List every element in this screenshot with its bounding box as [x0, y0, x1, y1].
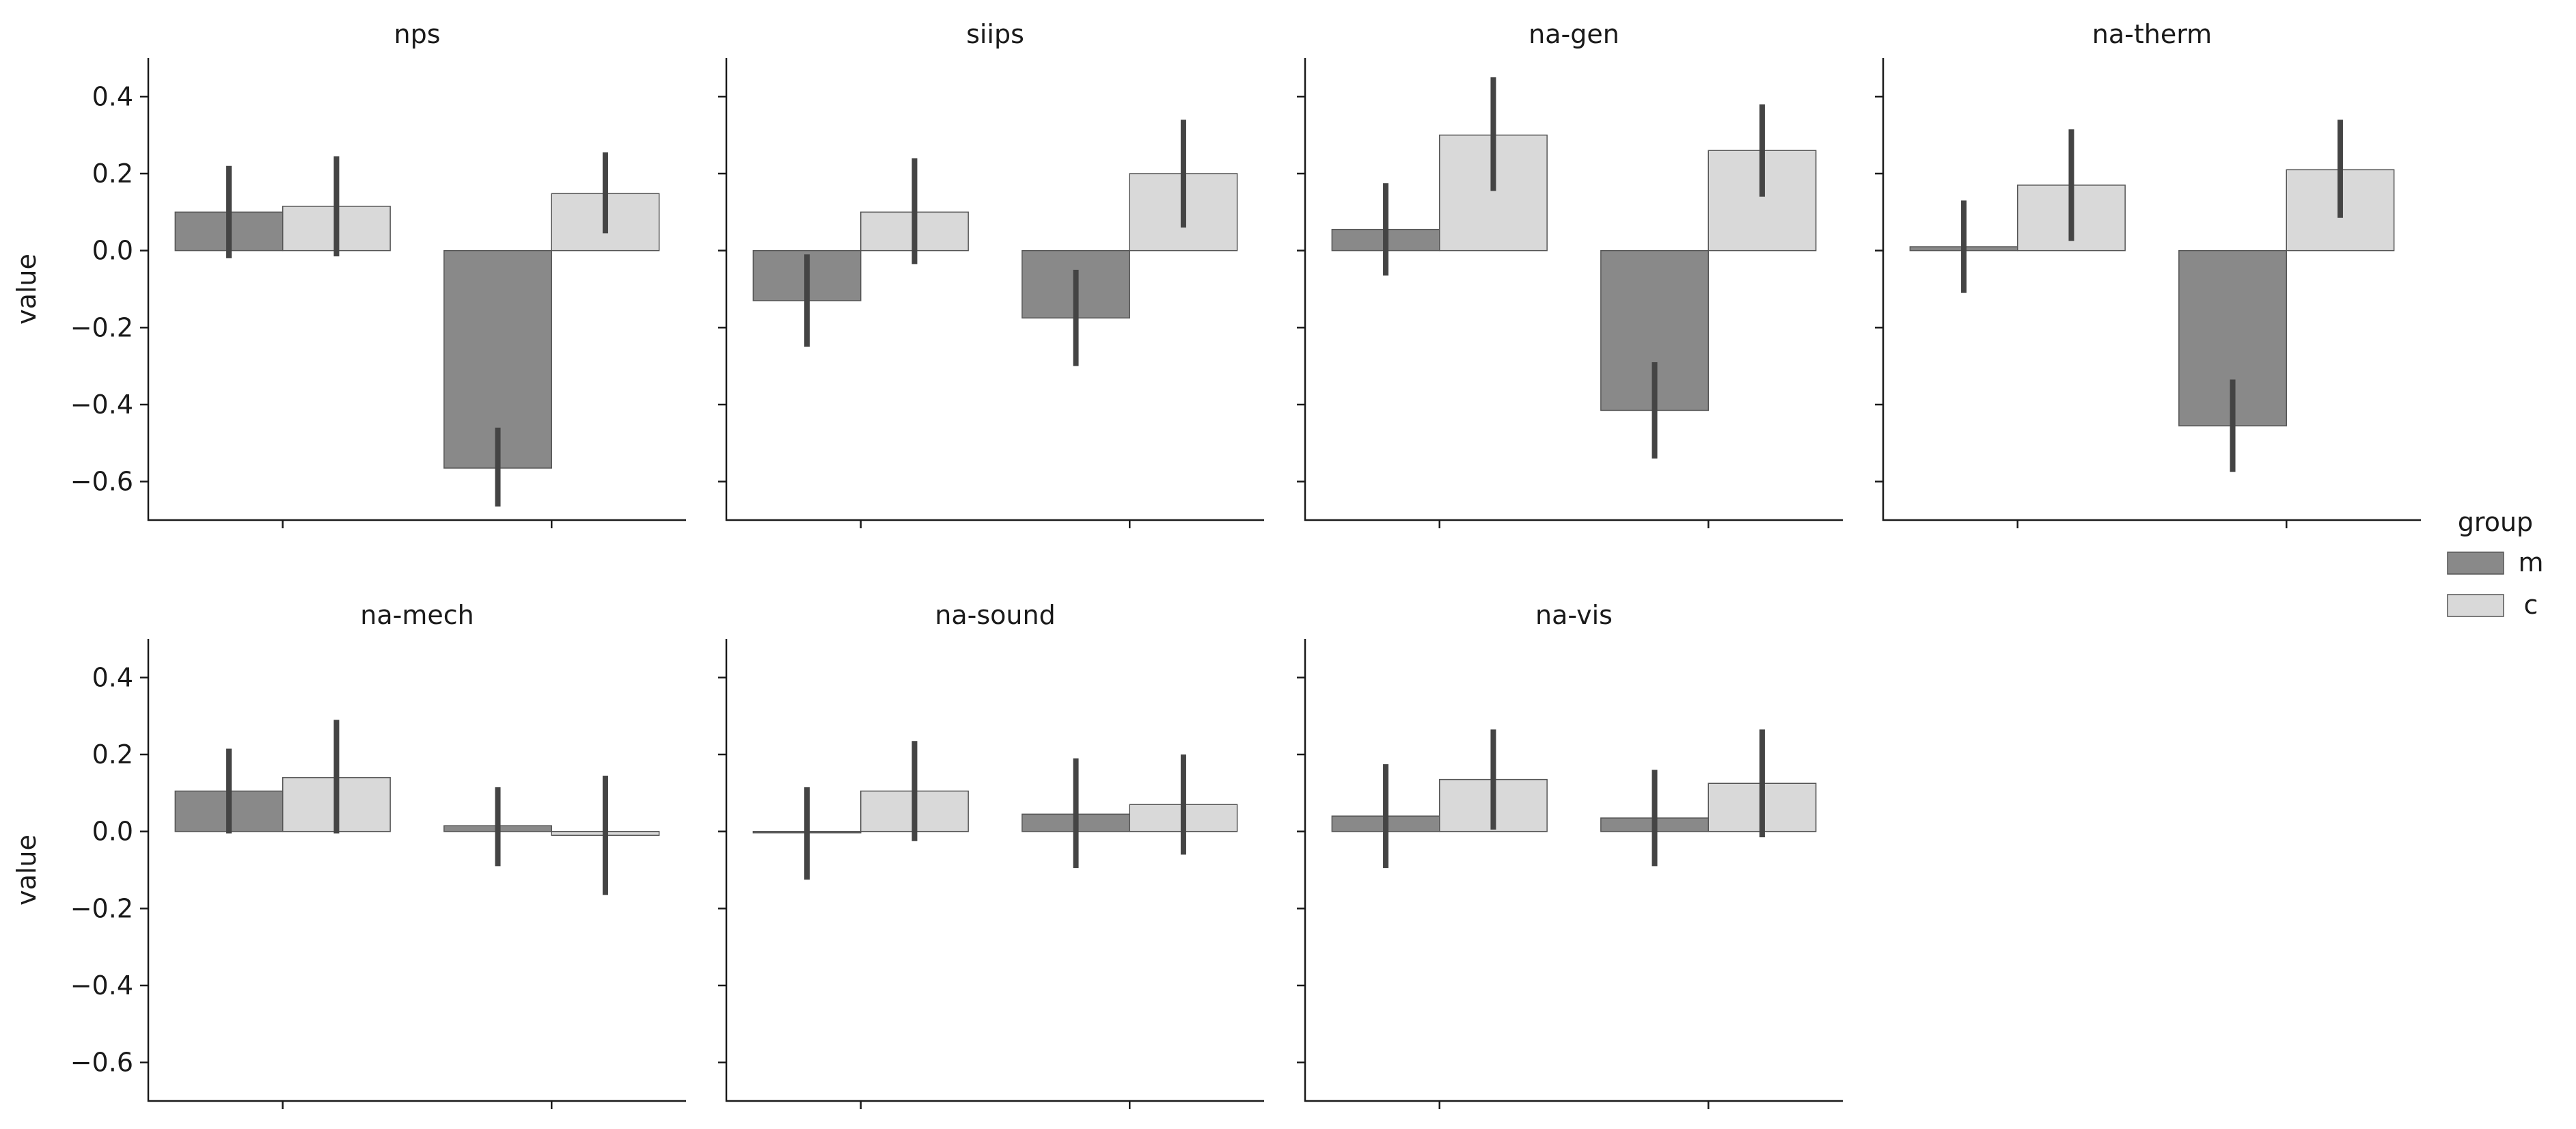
- y-tick-label: −0.4: [70, 390, 133, 420]
- y-tick-label: −0.2: [70, 312, 133, 342]
- y-tick-label: 0.4: [92, 81, 133, 111]
- legend-label-c: c: [2524, 590, 2538, 620]
- legend: group m c: [2447, 507, 2544, 620]
- legend-label-m: m: [2518, 547, 2543, 577]
- y-tick-label: −0.2: [70, 893, 133, 923]
- legend-title: group: [2458, 507, 2533, 537]
- panel-na-therm: na-therm: [1875, 19, 2421, 528]
- y-tick-label: 0.0: [92, 817, 133, 847]
- legend-swatch-m: [2447, 552, 2504, 575]
- y-axis-label: value: [12, 254, 42, 325]
- panel-siips: siips: [718, 19, 1264, 528]
- legend-swatch-c: [2447, 594, 2504, 617]
- chart-panels: nps 0.4 0.2 0.0 −0.2 −0.4 −0.6 value siips na-gen…: [12, 19, 2421, 1109]
- panel-title: na-mech: [360, 600, 474, 630]
- panel-na-gen: na-gen: [1297, 19, 1843, 528]
- y-tick-label: 0.2: [92, 739, 133, 770]
- panel-title: nps: [394, 19, 440, 49]
- panel-title: siips: [966, 19, 1024, 49]
- panel-title: na-gen: [1529, 19, 1619, 49]
- panel-na-vis: na-vis: [1297, 600, 1843, 1109]
- y-tick-label: 0.2: [92, 159, 133, 189]
- panel-na-mech: na-mech 0.4 0.2 0.0 −0.2 −0.4 −0.6 value: [12, 600, 686, 1109]
- panel-title: na-therm: [2092, 19, 2212, 49]
- panel-title: na-vis: [1535, 600, 1613, 630]
- y-axis-label: value: [12, 834, 42, 906]
- panel-nps: nps 0.4 0.2 0.0 −0.2 −0.4 −0.6 value: [12, 19, 686, 528]
- y-tick-label: 0.0: [92, 236, 133, 266]
- y-tick-label: −0.6: [70, 467, 133, 497]
- panel-na-sound: na-sound: [718, 600, 1264, 1109]
- y-tick-label: 0.4: [92, 662, 133, 692]
- panel-title: na-sound: [935, 600, 1055, 630]
- y-tick-label: −0.4: [70, 970, 133, 1001]
- y-tick-label: −0.6: [70, 1048, 133, 1078]
